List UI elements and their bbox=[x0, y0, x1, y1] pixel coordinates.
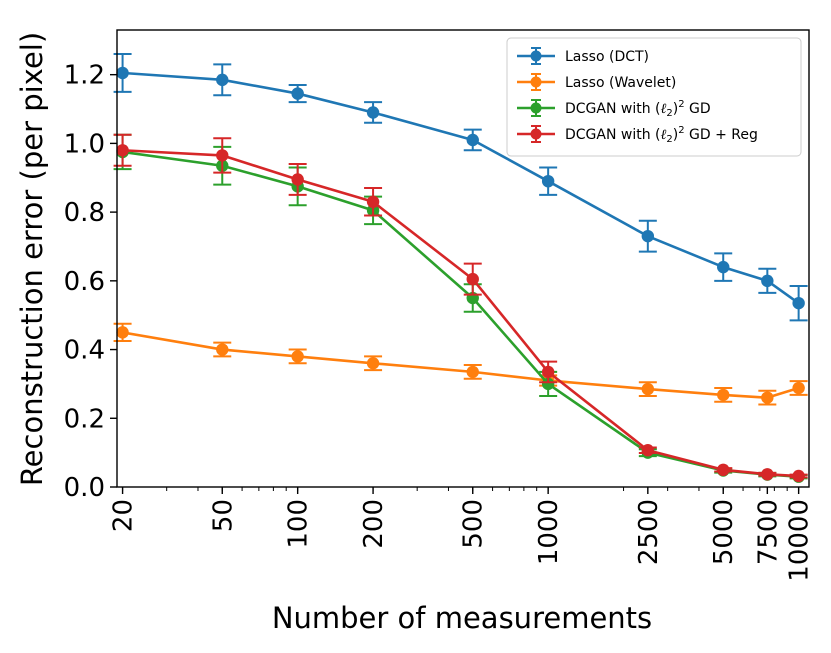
data-point bbox=[466, 272, 479, 286]
data-point bbox=[366, 195, 380, 209]
legend-entry: DCGAN with (ℓ2)2 GD bbox=[517, 99, 711, 119]
series-line bbox=[122, 71, 800, 305]
x-tick-label: 50 bbox=[208, 499, 238, 532]
data-point bbox=[216, 343, 229, 356]
series-2 bbox=[113, 322, 808, 406]
series-line bbox=[122, 331, 800, 399]
y-tick-label: 0.4 bbox=[64, 336, 105, 366]
data-point bbox=[717, 388, 730, 402]
data-point bbox=[216, 149, 229, 162]
legend-marker bbox=[530, 76, 542, 88]
y-tick-label: 1.2 bbox=[64, 61, 105, 91]
data-point bbox=[641, 229, 655, 243]
legend-marker bbox=[530, 50, 542, 62]
x-tick-label: 500 bbox=[459, 499, 489, 549]
data-point bbox=[291, 87, 304, 100]
y-axis-title: Reconstruction error (per pixel) bbox=[15, 32, 49, 486]
data-point bbox=[541, 377, 555, 391]
data-point bbox=[792, 296, 805, 310]
series-4 bbox=[113, 133, 808, 483]
data-point bbox=[116, 66, 129, 80]
series-line bbox=[122, 148, 799, 478]
series-line bbox=[122, 150, 799, 478]
x-tick-label: 1000 bbox=[534, 499, 564, 565]
axes-frame bbox=[116, 29, 810, 488]
series-3 bbox=[113, 133, 808, 483]
data-point bbox=[466, 133, 479, 147]
data-point bbox=[641, 382, 655, 396]
data-point bbox=[717, 463, 730, 477]
legend-label: Lasso (DCT) bbox=[565, 49, 649, 65]
x-tick-label: 100 bbox=[284, 499, 314, 549]
data-point bbox=[717, 260, 730, 274]
legend-marker bbox=[530, 102, 542, 114]
y-tick-label: 0.0 bbox=[64, 473, 105, 503]
legend: Lasso (DCT) Lasso (Wavelet) DCGAN with (ℓ2… bbox=[506, 37, 802, 157]
data-point bbox=[641, 444, 655, 457]
legend-label: DCGAN with (ℓ2)2 GD + Reg bbox=[565, 125, 758, 145]
data-point bbox=[116, 326, 129, 339]
x-tick-label: 200 bbox=[359, 499, 389, 549]
x-tick-label: 5000 bbox=[709, 499, 739, 565]
data-point bbox=[761, 391, 774, 404]
legend-label: DCGAN with (ℓ2)2 GD bbox=[565, 99, 711, 119]
data-point bbox=[366, 357, 380, 370]
legend-box bbox=[506, 37, 802, 157]
data-point bbox=[761, 274, 774, 288]
x-tick-label: 20 bbox=[109, 499, 139, 532]
series-1 bbox=[113, 53, 808, 322]
data-point bbox=[761, 468, 774, 481]
data-point bbox=[291, 173, 304, 186]
x-tick-label: 2500 bbox=[634, 499, 664, 565]
data-point bbox=[792, 469, 805, 483]
legend-entry: DCGAN with (ℓ2)2 GD + Reg bbox=[517, 125, 758, 145]
x-axis-title: Number of measurements bbox=[272, 601, 652, 635]
data-point bbox=[792, 381, 805, 395]
data-point bbox=[541, 174, 555, 188]
legend-entry: Lasso (Wavelet) bbox=[517, 73, 676, 91]
legend-entry: Lasso (DCT) bbox=[517, 47, 649, 65]
x-tick-label: 10000 bbox=[785, 499, 815, 582]
y-tick-label: 1.0 bbox=[64, 129, 105, 159]
data-point bbox=[291, 350, 304, 363]
data-point bbox=[216, 73, 229, 87]
y-tick-label: 0.8 bbox=[64, 198, 105, 228]
data-point bbox=[541, 365, 555, 379]
y-tick-label: 0.6 bbox=[64, 267, 105, 297]
legend-label: Lasso (Wavelet) bbox=[565, 75, 676, 91]
axes: 0.0 0.2 0.4 0.6 0.8 1.0 1.2 20 50 100 200 500 1000 25… bbox=[64, 29, 815, 582]
legend-marker bbox=[530, 128, 542, 140]
y-tick-label: 0.2 bbox=[64, 404, 105, 434]
data-point bbox=[116, 144, 129, 157]
data-point bbox=[366, 106, 380, 119]
x-tick-label: 7500 bbox=[753, 499, 783, 565]
data-point bbox=[466, 365, 479, 379]
plot-area bbox=[113, 53, 808, 483]
